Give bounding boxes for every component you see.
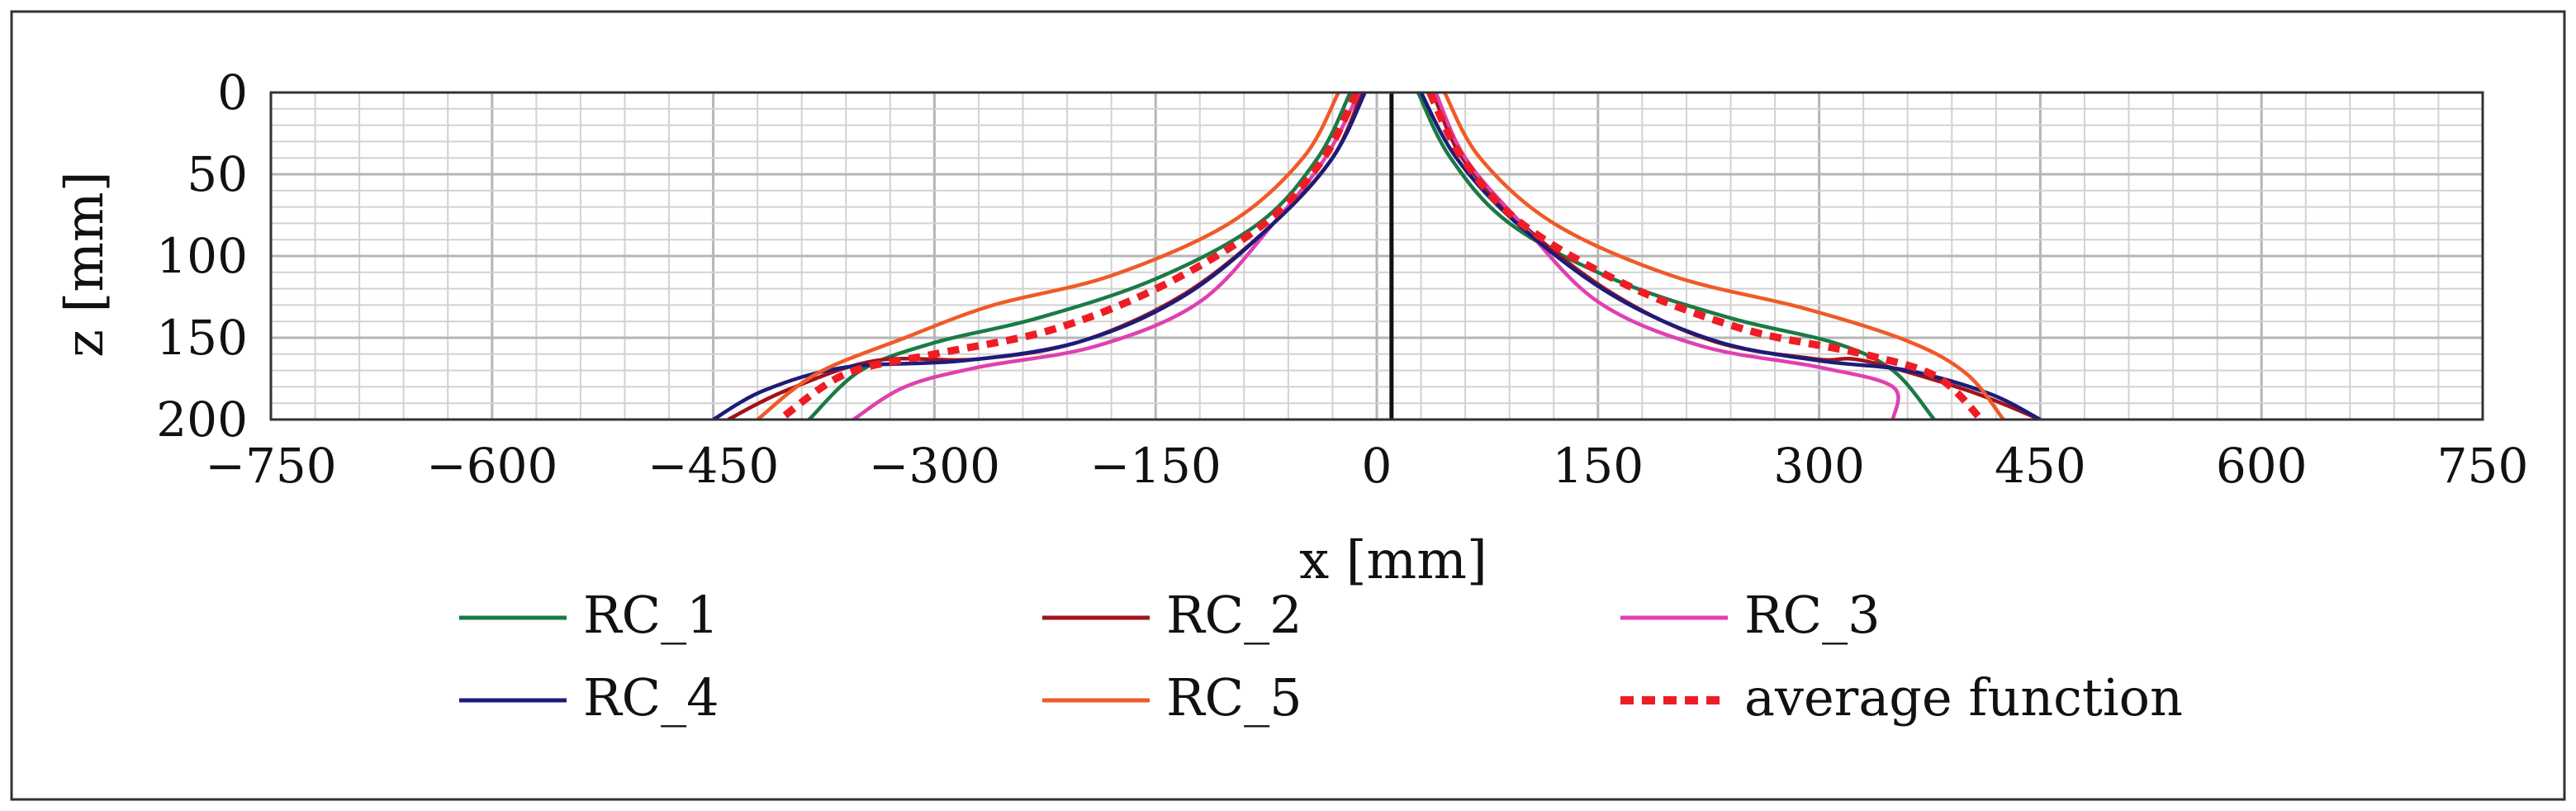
x-tick-label: −150	[1090, 438, 1222, 494]
legend-item-rc-3: RC_3	[1620, 585, 1881, 645]
x-tick-label: 150	[1552, 438, 1644, 494]
x-tick-label: −600	[426, 438, 557, 494]
legend-item-rc-5: RC_5	[1042, 667, 1302, 728]
y-axis-title: z [mm]	[55, 171, 116, 357]
x-tick-label: 300	[1773, 438, 1865, 494]
legend-label: RC_1	[583, 585, 719, 645]
x-tick-label: 750	[2437, 438, 2529, 494]
series-layer	[712, 92, 2042, 420]
legend: RC_1 RC_2 RC_3 RC_4 RC_5 average function	[459, 585, 2183, 728]
legend-label: RC_2	[1166, 585, 1302, 645]
x-axis-title: x [mm]	[1299, 530, 1487, 591]
x-tick-label: −300	[869, 438, 1000, 494]
x-tick-label: 600	[2216, 438, 2308, 494]
legend-item-rc-2: RC_2	[1042, 585, 1302, 645]
grid	[269, 91, 2484, 421]
series-group	[712, 92, 2042, 420]
series-line-rc-5-left	[756, 92, 1340, 420]
y-tick-label: 0	[217, 64, 248, 121]
legend-label: RC_5	[1166, 667, 1302, 728]
series-line-average-function-right	[1426, 92, 1985, 420]
plot-border	[269, 91, 2484, 421]
legend-label: RC_4	[583, 667, 719, 728]
legend-item-average-function: average function	[1620, 667, 2183, 728]
legend-item-rc-1: RC_1	[459, 585, 719, 645]
series-line-rc-1-left	[806, 92, 1352, 420]
legend-item-rc-4: RC_4	[459, 667, 719, 728]
x-tick-label: 0	[1362, 438, 1392, 494]
y-tick-label: 50	[187, 146, 248, 202]
series-line-rc-5-right	[1443, 92, 2005, 420]
legend-label: RC_3	[1744, 585, 1881, 645]
x-tick-label: 450	[1995, 438, 2086, 494]
y-tick-label: 200	[156, 391, 248, 448]
x-tick-label: −750	[205, 438, 336, 494]
y-tick-label: 150	[156, 310, 248, 366]
plot-area	[269, 91, 2484, 421]
x-axis-ticks: −750 −600 −450 −300 −150 0 150 300 450 600 750	[205, 438, 2528, 494]
x-tick-label: −450	[648, 438, 779, 494]
series-line-rc-4-left	[712, 92, 1367, 420]
y-axis-ticks: 0 50 100 150 200	[156, 64, 248, 448]
legend-label: average function	[1744, 667, 2183, 728]
series-line-average-function-left	[777, 92, 1360, 420]
y-tick-label: 100	[156, 228, 248, 284]
